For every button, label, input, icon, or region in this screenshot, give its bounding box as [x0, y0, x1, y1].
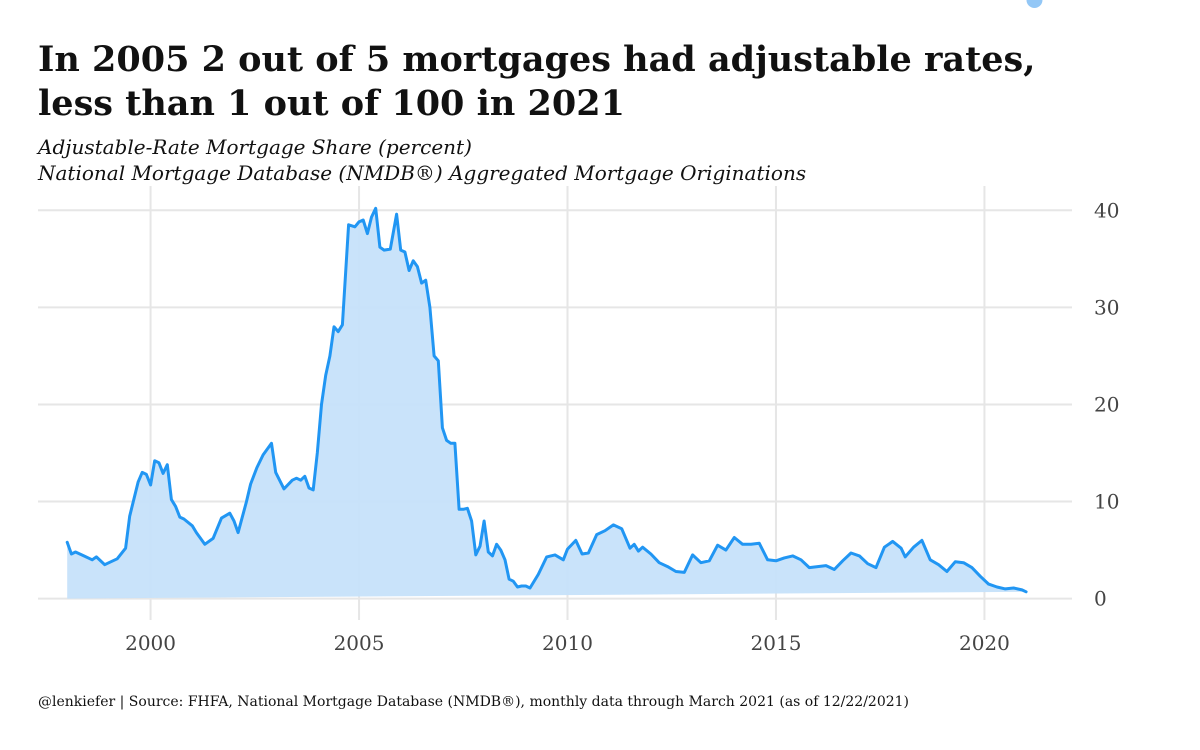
y-tick-label: 30 [1094, 295, 1119, 319]
x-axis-ticks: 2000 2005 2010 2015 2020 [125, 631, 1010, 655]
subtitle-line-1: Adjustable-Rate Mortgage Share (percent) [38, 135, 472, 159]
y-tick-label: 20 [1094, 392, 1119, 416]
x-tick-label: 2020 [959, 631, 1010, 655]
grid-layer [38, 186, 1072, 620]
x-tick-label: 2000 [125, 631, 176, 655]
marker-layer: 0.7 [1020, 0, 1049, 8]
x-tick-label: 2015 [751, 631, 802, 655]
x-tick-label: 2005 [334, 631, 385, 655]
chart-title: In 2005 2 out of 5 mortgages had adjusta… [38, 38, 1168, 126]
title-line-2: less than 1 out of 100 in 2021 [38, 83, 625, 124]
title-line-1: In 2005 2 out of 5 mortgages had adjusta… [38, 39, 1036, 80]
y-tick-label: 10 [1094, 490, 1119, 514]
source-caption: @lenkiefer | Source: FHFA, National Mort… [38, 694, 910, 710]
x-tick-label: 2010 [542, 631, 593, 655]
series-line [65, 206, 1028, 594]
line-layer [65, 206, 1028, 594]
y-axis-ticks: 0 10 20 30 40 [1094, 198, 1119, 610]
subtitle-line-2: National Mortgage Database (NMDB®) Aggre… [38, 161, 807, 185]
y-tick-label: 0 [1094, 587, 1107, 611]
area-layer [67, 208, 1027, 599]
chart-subtitle: Adjustable-Rate Mortgage Share (percent)… [38, 134, 1168, 186]
y-tick-label: 40 [1094, 198, 1119, 222]
end-point-label: 0.7 [1020, 0, 1048, 4]
end-point-marker [1026, 0, 1043, 8]
area-fill [67, 208, 1027, 599]
